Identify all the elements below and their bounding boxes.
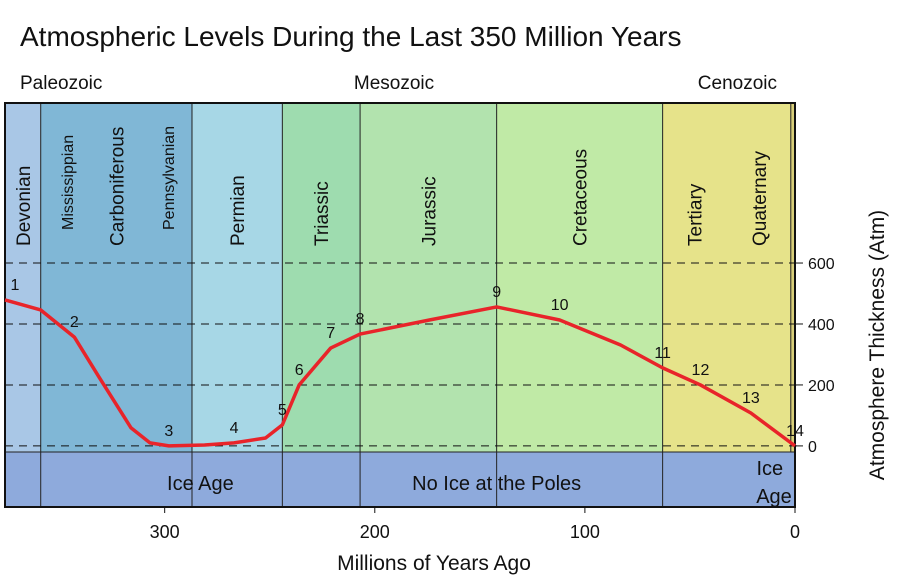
era-label: Mesozoic <box>354 73 434 94</box>
x-tick-label: 200 <box>360 522 390 542</box>
period-label: Pennsylvanian <box>161 126 178 230</box>
point-label: 12 <box>692 362 710 379</box>
point-label: 7 <box>326 325 335 342</box>
chart-title: Atmospheric Levels During the Last 350 M… <box>20 21 681 52</box>
period-label: Tertiary <box>686 183 707 246</box>
period-band <box>360 103 497 452</box>
point-label: 2 <box>70 314 79 331</box>
ice-label: Ice Age <box>167 473 234 495</box>
y-tick-label: 200 <box>808 378 835 395</box>
point-label: 3 <box>164 423 173 440</box>
point-label: 4 <box>230 420 239 437</box>
period-label: Carboniferous <box>107 127 128 246</box>
point-label: 10 <box>551 297 569 314</box>
plot-frame <box>4 102 796 508</box>
data-line <box>4 298 797 448</box>
ice-label: Age <box>756 486 792 508</box>
period-band <box>40 103 192 452</box>
period-label: Jurassic <box>419 176 440 246</box>
x-tick-label: 100 <box>570 522 600 542</box>
period-label: Devonian <box>14 166 35 246</box>
band-end <box>790 103 795 452</box>
period-label: Cretaceous <box>571 149 592 246</box>
point-label: 13 <box>742 390 760 407</box>
point-label: 9 <box>492 284 501 301</box>
era-label: Paleozoic <box>20 73 102 94</box>
x-tick-label: 0 <box>790 522 800 542</box>
ice-label: No Ice at the Poles <box>412 473 581 495</box>
period-label: Triassic <box>312 181 333 246</box>
era-label: Cenozoic <box>698 73 777 94</box>
period-band <box>496 103 663 452</box>
point-label: 14 <box>786 423 804 440</box>
x-axis-title: Millions of Years Ago <box>337 552 531 575</box>
y-tick-label: 0 <box>808 439 817 456</box>
period-band <box>191 103 283 452</box>
x-tick-label: 300 <box>150 522 180 542</box>
y-tick-label: 400 <box>808 317 835 334</box>
y-axis-title: Atmosphere Thickness (Atm) <box>866 210 889 480</box>
point-label: 1 <box>11 277 20 294</box>
period-label: Permian <box>228 175 249 246</box>
point-label: 6 <box>295 362 304 379</box>
point-label: 11 <box>654 345 671 362</box>
ice-strip <box>4 451 796 508</box>
ice-label: Ice <box>756 458 783 480</box>
y-tick-label: 600 <box>808 256 835 273</box>
point-label: 8 <box>356 311 365 328</box>
period-band <box>662 103 791 452</box>
period-band <box>5 103 41 452</box>
period-label: Quaternary <box>750 150 771 246</box>
period-label: Mississippian <box>60 135 77 230</box>
point-label: 5 <box>278 402 287 419</box>
